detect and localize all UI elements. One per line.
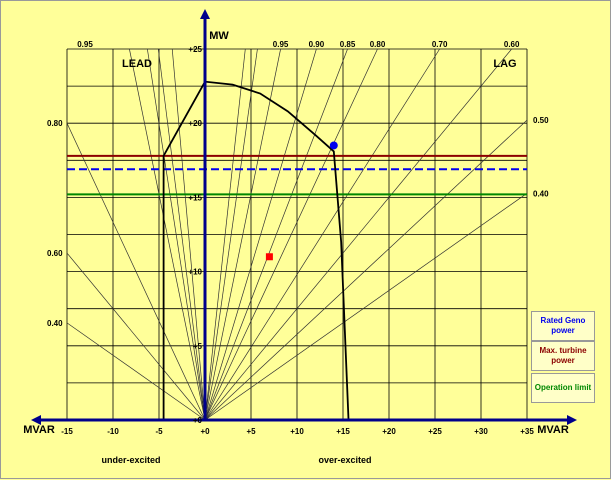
y-axis-label: MW: [209, 30, 229, 42]
legend-rated-geno-power: Rated Geno power: [531, 311, 595, 341]
pf-label-lag: 0.95: [273, 40, 289, 49]
x-axis-label-left: MVAR: [23, 424, 55, 436]
pf-label-lag: 0.80: [370, 40, 386, 49]
pf-line: [129, 48, 206, 421]
pf-line: [66, 322, 206, 421]
capability-curve: [162, 80, 350, 421]
pf-line: [204, 48, 348, 421]
pf-line: [66, 123, 206, 421]
pf-label-lag: 0.70: [432, 40, 448, 49]
x-axis-arrow-left: [31, 415, 41, 425]
pf-label-lead: 0.40: [47, 319, 63, 328]
pf-label-lag: 0.90: [309, 40, 325, 49]
pf-line: [204, 193, 528, 421]
grid: [66, 48, 528, 421]
over-excited-label: over-excited: [318, 455, 371, 465]
y-tick-label: +5: [193, 342, 203, 351]
pf-line: [204, 48, 258, 421]
y-tick-label: +0: [193, 416, 203, 425]
x-tick-label: +30: [474, 427, 488, 436]
pf-line: [171, 48, 206, 421]
y-tick-label: +10: [188, 268, 202, 277]
limit-lines: [67, 154, 527, 196]
pf-label-lag: 0.40: [533, 189, 549, 198]
pf-label-lag: 0.85: [340, 40, 356, 49]
legend-turbine-label: Max. turbine power: [539, 346, 587, 365]
legend-rated-label: Rated Geno power: [540, 316, 586, 335]
axes: [31, 9, 577, 425]
pf-label-lag: 0.50: [533, 116, 549, 125]
pf-label-lead: 0.60: [47, 249, 63, 258]
x-tick-label: -5: [155, 427, 163, 436]
pf-line: [66, 252, 206, 421]
x-axis-arrow-right: [567, 415, 577, 425]
x-tick-label: +5: [246, 427, 256, 436]
pf-line: [204, 48, 512, 421]
x-tick-label: +35: [520, 427, 534, 436]
pf-line: [147, 48, 206, 421]
under-excited-label: under-excited: [101, 455, 160, 465]
y-axis-arrow: [200, 9, 210, 19]
capability-curve-line: [162, 80, 350, 421]
x-tick-label: -10: [107, 427, 119, 436]
labels: -15 -10 -5 +0 +5 +10 +15 +20 +25 +30 +35 +0 +5 +10 +15…: [23, 30, 569, 465]
legend-operation-limit: Operation limit: [531, 373, 595, 403]
pf-line: [204, 48, 440, 421]
y-tick-label: +25: [188, 45, 202, 54]
y-tick-label: +20: [188, 119, 202, 128]
x-tick-label: +25: [428, 427, 442, 436]
pf-line: [204, 48, 378, 421]
x-tick-label: +15: [336, 427, 350, 436]
x-tick-label: +10: [290, 427, 304, 436]
x-tick-label: +20: [382, 427, 396, 436]
x-tick-label: -15: [61, 427, 73, 436]
x-tick-label: +0: [200, 427, 210, 436]
power-factor-lines: 0.95 0.90 0.85 0.80 0.70 0.60 0.50 0.40 0.95 0.80…: [47, 40, 549, 421]
operating-point: [329, 141, 338, 150]
points: [265, 141, 338, 261]
pf-label-lag: 0.60: [504, 40, 520, 49]
region-lag: LAG: [493, 58, 516, 70]
legend-operation-label: Operation limit: [534, 383, 592, 392]
pf-label-lead: 0.95: [77, 40, 93, 49]
current-point: [265, 253, 273, 261]
pf-line: [204, 48, 246, 421]
x-axis-label-right: MVAR: [537, 424, 569, 436]
pf-label-lead: 0.80: [47, 119, 63, 128]
pf-line: [204, 119, 528, 421]
pf-line: [204, 48, 281, 421]
legend-max-turbine-power: Max. turbine power: [531, 341, 595, 371]
region-lead: LEAD: [122, 58, 152, 70]
y-tick-label: +15: [188, 193, 202, 202]
pf-line: [204, 48, 317, 421]
pf-line: [157, 48, 206, 421]
